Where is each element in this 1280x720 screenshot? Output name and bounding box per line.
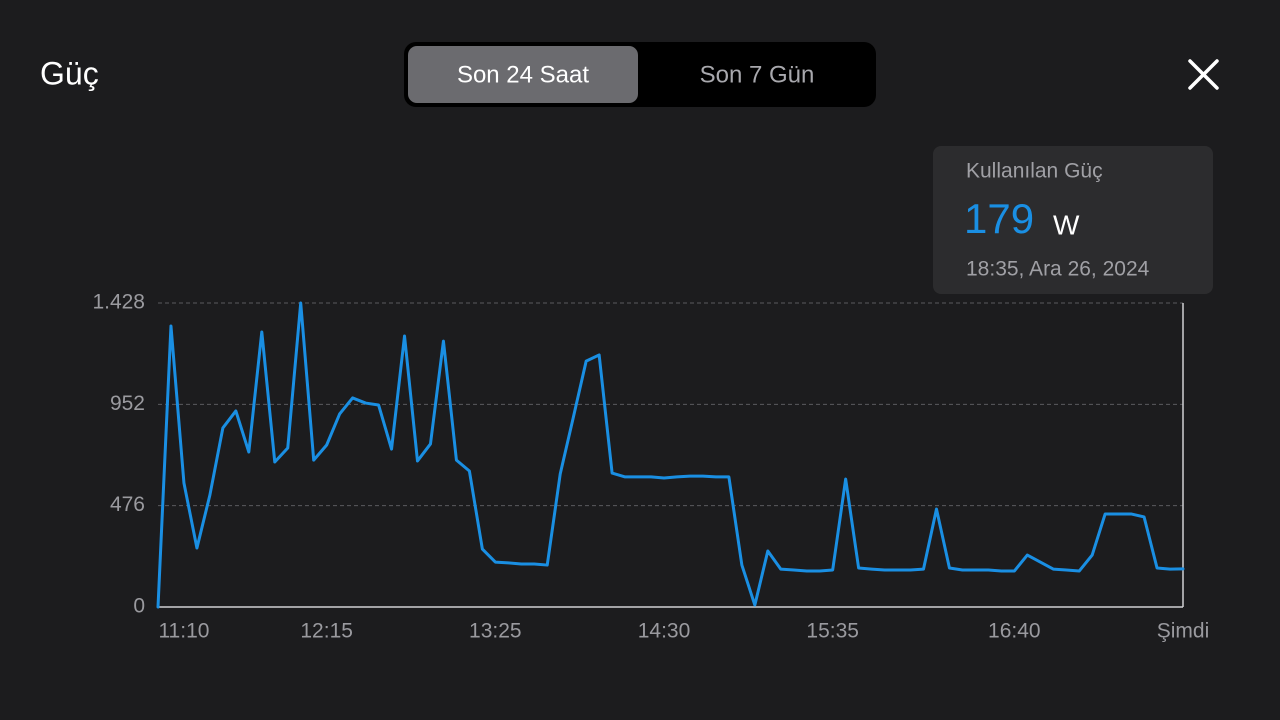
x-tick-label: 12:15 [300,620,353,643]
x-tick-label: Şimdi [1157,620,1210,643]
tooltip-unit: W [1053,209,1080,240]
tooltip-time: 18:35, Ara 26, 2024 [966,258,1150,281]
close-button[interactable] [1188,59,1219,90]
y-tick-label: 476 [110,493,145,516]
x-tick-label: 14:30 [638,620,691,643]
x-tick-label: 15:35 [806,620,859,643]
y-tick-label: 0 [133,595,145,618]
x-tick-label: 11:10 [158,620,209,643]
y-tick-label: 952 [110,392,145,415]
chart: 0 476 952 1.428 11:10 12:15 13:25 14:30 15:35 16:… [92,291,1209,643]
y-tick-label: 1.428 [92,291,145,314]
tooltip [933,146,1213,294]
tab[interactable]: Son 7 Gün [700,61,815,88]
page-title: Güç [40,55,99,91]
tooltip-value: 179 [964,195,1034,242]
x-tick-label: 16:40 [988,620,1041,643]
tab[interactable]: Son 24 Saat [457,61,589,88]
selected-pill [408,46,638,103]
power-line [156,301,1185,609]
tooltip-title: Kullanılan Güç [966,160,1103,183]
x-tick-label: 13:25 [469,620,522,643]
